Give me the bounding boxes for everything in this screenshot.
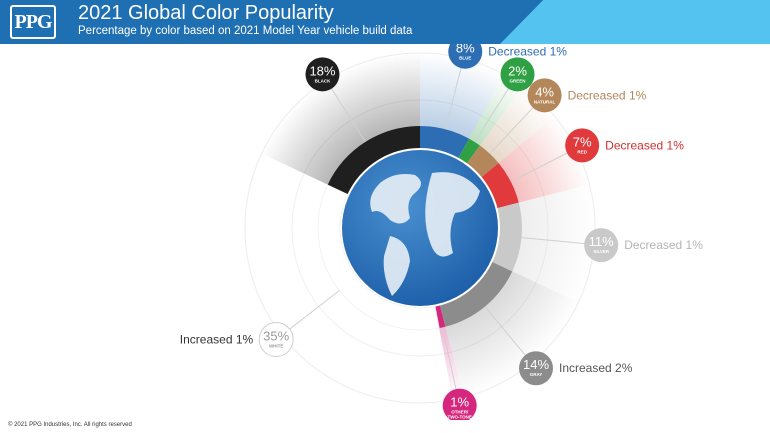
slice-green xyxy=(458,138,480,164)
category-label-blue: BLUE xyxy=(459,56,471,61)
change-label-red: Decreased 1% xyxy=(605,138,684,152)
globe-landmass-north xyxy=(370,174,421,224)
value-label-white: 35% xyxy=(263,329,289,344)
value-label-blue: 8% xyxy=(456,44,475,56)
globe-landmass-east xyxy=(425,172,480,257)
slice-white xyxy=(317,183,440,331)
value-label-red: 7% xyxy=(573,134,592,149)
change-label-white: Increased 1% xyxy=(180,333,254,347)
slice-glow-other-two-tone xyxy=(439,326,464,400)
globe-icon xyxy=(342,150,498,306)
category-label-other-two-tone: TWO-TONE xyxy=(447,415,471,420)
change-label-blue: Decreased 1% xyxy=(488,45,567,59)
slice-red xyxy=(481,162,519,209)
bubble-blue xyxy=(448,44,483,69)
bubble-red xyxy=(565,128,600,163)
value-label-silver: 11% xyxy=(589,234,614,249)
category-label-green: GREEN xyxy=(510,78,526,83)
category-label-red: RED xyxy=(577,149,587,154)
page-title: 2021 Global Color Popularity xyxy=(78,2,334,24)
value-label-other-two-tone: 1% xyxy=(450,395,469,410)
value-label-black: 18% xyxy=(309,63,335,78)
category-label-other-two-tone: OTHER/ xyxy=(451,410,469,415)
category-label-black: BLACK xyxy=(315,78,331,83)
header-banner: PPG 2021 Global Color Popularity Percent… xyxy=(0,0,770,44)
bubble-black xyxy=(305,57,340,92)
bubble-natural xyxy=(527,78,562,113)
ppg-logo: PPG xyxy=(10,5,56,39)
slice-silver xyxy=(492,202,522,272)
header-accent-band xyxy=(500,0,770,44)
value-label-gray: 14% xyxy=(523,357,549,372)
bubble-white xyxy=(258,322,294,358)
value-label-green: 2% xyxy=(508,63,527,78)
slice-glow-black xyxy=(261,53,420,185)
bubble-other-two-tone xyxy=(442,388,477,420)
change-label-natural: Decreased 1% xyxy=(568,88,647,102)
bubble-silver xyxy=(584,228,619,263)
slice-blue xyxy=(420,126,470,158)
globe-landmass-south xyxy=(383,236,410,296)
value-label-natural: 4% xyxy=(535,84,554,99)
slice-natural xyxy=(467,145,499,178)
bubble-green xyxy=(500,57,535,92)
category-label-silver: SILVER xyxy=(593,249,610,254)
copyright-notice: © 2021 PPG Industries, Inc. All rights r… xyxy=(8,422,132,428)
slice-glow-blue xyxy=(420,53,505,139)
page-subtitle: Percentage by color based on 2021 Model … xyxy=(78,25,413,37)
slice-gray xyxy=(439,262,513,327)
bubble-gray xyxy=(519,351,554,386)
slice-glow-red xyxy=(498,116,590,203)
slice-glow-green xyxy=(469,74,523,146)
change-label-gray: Increased 2% xyxy=(559,361,633,375)
slice-glow-gray xyxy=(445,271,579,398)
slice-black xyxy=(327,126,420,194)
color-popularity-chart: 8%BLUE Decreased 1% 2%GREEN 4%NATURAL Decrea… xyxy=(180,44,703,420)
change-label-silver: Decreased 1% xyxy=(624,238,703,252)
slice-glow-silver xyxy=(512,184,595,303)
category-label-natural: NATURAL xyxy=(534,99,556,104)
category-label-gray: GRAY xyxy=(530,372,543,377)
category-label-white: WHITE xyxy=(269,344,284,349)
slice-other-two-tone xyxy=(434,305,446,329)
